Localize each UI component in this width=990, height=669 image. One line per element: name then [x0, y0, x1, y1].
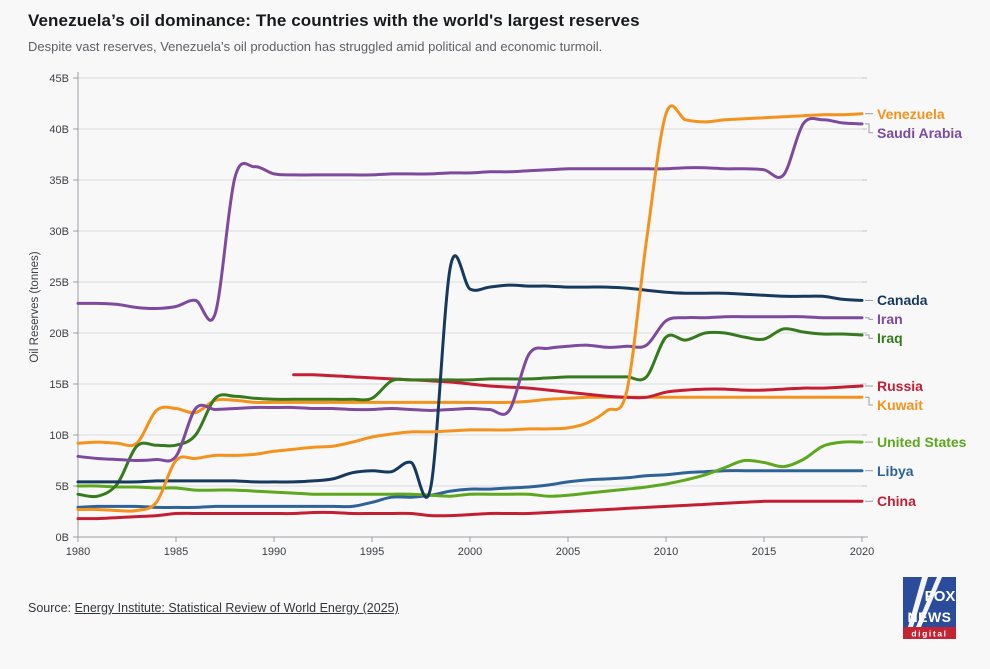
series-line-libya — [76, 469, 864, 509]
logo-fox-text: FOX — [925, 588, 956, 605]
series-label-china: China — [877, 493, 916, 510]
series-label-saudi-arabia: Saudi Arabia — [877, 124, 963, 141]
series-label-kuwait: Kuwait — [877, 397, 923, 413]
series-label-russia: Russia — [877, 378, 923, 394]
searchlight-beam-icon — [916, 577, 942, 627]
page-title: Venezuela’s oil dominance: The countries… — [28, 11, 640, 30]
series-line-canada — [76, 254, 864, 499]
y-tick-label: 35B — [49, 175, 69, 187]
logo-news-text: NEWS — [908, 609, 952, 625]
source-label: Source: — [28, 601, 75, 615]
label-leader — [865, 123, 873, 134]
y-tick-label: 15B — [49, 379, 69, 391]
logo-red-band — [903, 627, 956, 639]
series-line-kuwait — [76, 395, 864, 448]
series-label-united-states: United States — [877, 434, 967, 451]
x-tick-label: 2010 — [654, 546, 678, 558]
series-line-iran — [76, 315, 864, 463]
y-tick-label: 45B — [49, 73, 69, 85]
series-line-united-states — [76, 440, 864, 498]
page-subtitle: Despite vast reserves, Venezuela’s oil p… — [28, 39, 603, 54]
x-tick-label: 1985 — [164, 546, 188, 558]
label-leader — [865, 396, 873, 406]
x-tick-label: 2005 — [556, 546, 580, 558]
series-line-saudi-arabia — [76, 116, 864, 322]
logo-digital-text: digital — [911, 629, 947, 639]
x-tick-label: 2000 — [458, 546, 482, 558]
y-tick-label: 40B — [49, 124, 69, 136]
x-tick-label: 2015 — [752, 546, 776, 558]
searchlight-beam-icon — [908, 577, 928, 627]
x-tick-label: 1995 — [360, 546, 384, 558]
y-tick-label: 0B — [56, 532, 69, 544]
series-line-russia — [292, 373, 864, 400]
y-tick-label: 10B — [49, 430, 69, 442]
series-label-canada: Canada — [877, 292, 928, 309]
x-tick-label: 1990 — [262, 546, 286, 558]
series-label-venezuela: Venezuela — [877, 105, 945, 122]
y-tick-label: 30B — [49, 226, 69, 238]
source-row: Source: Energy Institute: Statistical Re… — [28, 601, 399, 615]
y-tick-label: 20B — [49, 328, 69, 340]
series-line-china — [76, 499, 864, 521]
y-tick-label: 5B — [56, 481, 69, 493]
series-label-iraq: Iraq — [877, 330, 903, 347]
x-tick-label: 1980 — [66, 546, 90, 558]
fox-news-digital-logo: FOX NEWS digital — [903, 577, 956, 639]
label-leader — [865, 317, 873, 320]
y-axis-title: Oil Reserves (tonnes) — [29, 251, 41, 362]
x-tick-label: 2020 — [850, 546, 874, 558]
label-leader — [865, 334, 873, 339]
series-line-venezuela — [76, 104, 864, 513]
source-link[interactable]: Energy Institute: Statistical Review of … — [74, 601, 399, 615]
y-tick-label: 25B — [49, 277, 69, 289]
series-label-iran: Iran — [877, 311, 903, 328]
series-label-libya: Libya — [877, 462, 914, 479]
